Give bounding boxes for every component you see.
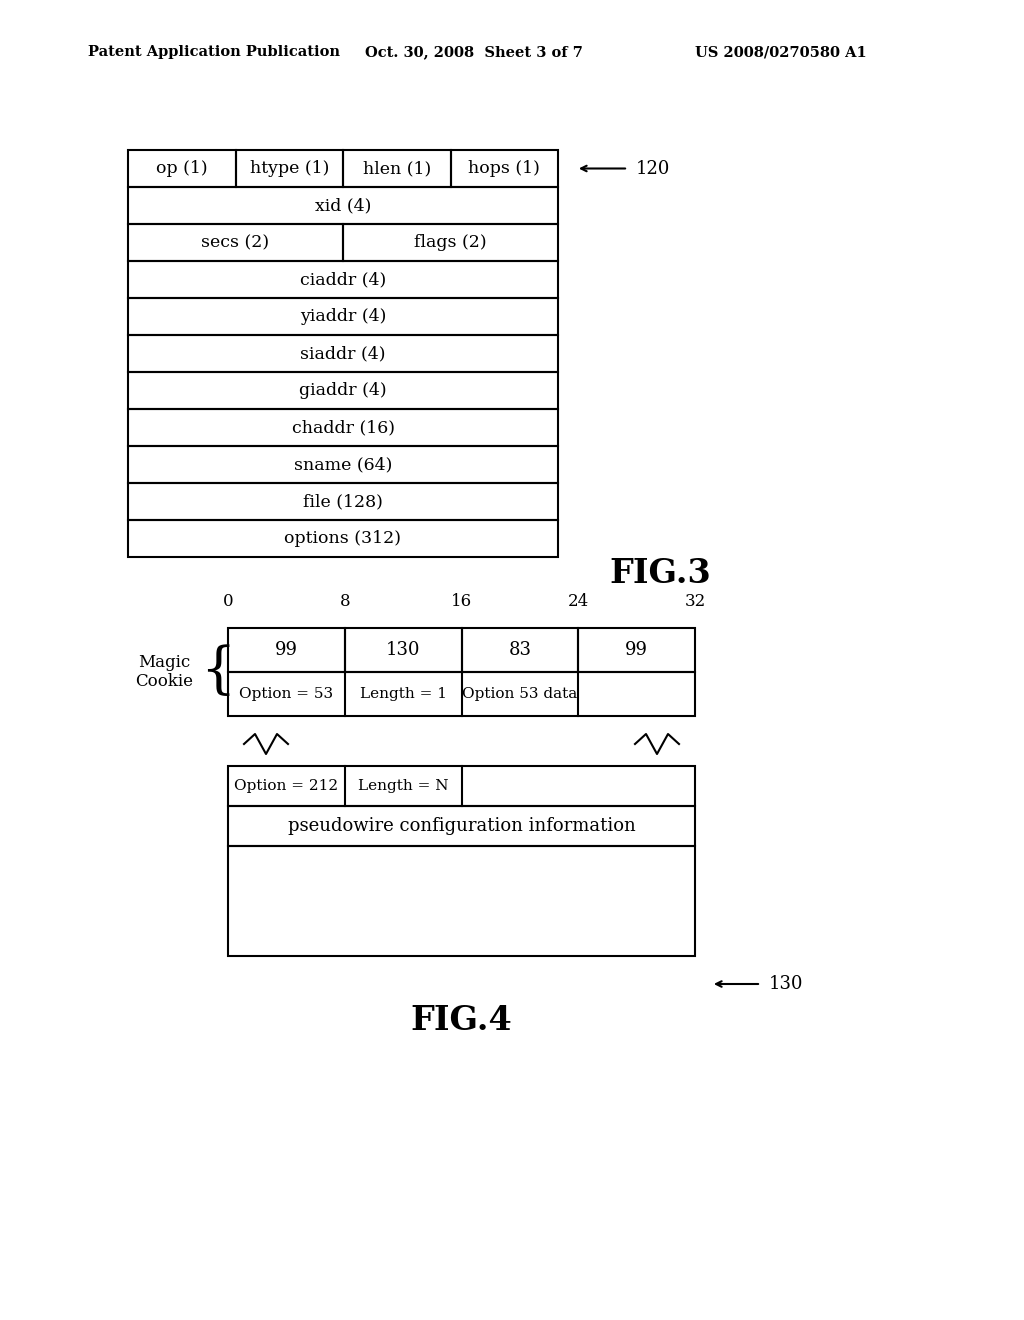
Bar: [228, 807, 695, 846]
Text: Magic
Cookie: Magic Cookie: [135, 653, 193, 690]
Text: yiaddr (4): yiaddr (4): [300, 308, 386, 325]
Bar: [343, 150, 451, 187]
Text: Option = 212: Option = 212: [234, 779, 339, 793]
Bar: [345, 628, 462, 672]
Bar: [462, 628, 579, 672]
Text: htype (1): htype (1): [250, 160, 329, 177]
Text: giaddr (4): giaddr (4): [299, 381, 387, 399]
Bar: [128, 520, 558, 557]
Text: {: {: [201, 644, 236, 700]
Text: Oct. 30, 2008  Sheet 3 of 7: Oct. 30, 2008 Sheet 3 of 7: [365, 45, 583, 59]
Text: FIG.3: FIG.3: [609, 557, 711, 590]
Bar: [128, 187, 558, 224]
Bar: [128, 224, 343, 261]
Text: sname (64): sname (64): [294, 455, 392, 473]
Text: hops (1): hops (1): [468, 160, 541, 177]
Text: 130: 130: [769, 975, 804, 993]
Bar: [128, 150, 236, 187]
Text: ciaddr (4): ciaddr (4): [300, 271, 386, 288]
Bar: [128, 409, 558, 446]
Text: op (1): op (1): [156, 160, 208, 177]
Text: xid (4): xid (4): [314, 197, 371, 214]
Bar: [228, 846, 695, 956]
Text: US 2008/0270580 A1: US 2008/0270580 A1: [695, 45, 866, 59]
Text: Patent Application Publication: Patent Application Publication: [88, 45, 340, 59]
Text: Option 53 data: Option 53 data: [462, 686, 578, 701]
Text: 0: 0: [222, 593, 233, 610]
Text: 32: 32: [684, 593, 706, 610]
Text: 16: 16: [451, 593, 472, 610]
Text: flags (2): flags (2): [414, 234, 486, 251]
Text: file (128): file (128): [303, 492, 383, 510]
Text: FIG.4: FIG.4: [411, 1005, 512, 1038]
Text: chaddr (16): chaddr (16): [292, 418, 394, 436]
Text: 83: 83: [508, 642, 531, 659]
Text: 24: 24: [567, 593, 589, 610]
Bar: [128, 298, 558, 335]
Text: 8: 8: [339, 593, 350, 610]
Text: 130: 130: [386, 642, 421, 659]
Bar: [128, 372, 558, 409]
Bar: [228, 628, 345, 672]
Text: options (312): options (312): [285, 531, 401, 546]
Text: hlen (1): hlen (1): [362, 160, 431, 177]
Text: pseudowire configuration information: pseudowire configuration information: [288, 817, 635, 836]
Bar: [128, 335, 558, 372]
Bar: [343, 224, 558, 261]
Text: secs (2): secs (2): [202, 234, 269, 251]
Bar: [228, 672, 695, 715]
Bar: [579, 628, 695, 672]
Bar: [128, 446, 558, 483]
Bar: [228, 766, 695, 807]
Bar: [128, 261, 558, 298]
Bar: [128, 483, 558, 520]
Text: Length = N: Length = N: [357, 779, 449, 793]
Text: siaddr (4): siaddr (4): [300, 345, 386, 362]
Text: Option = 53: Option = 53: [240, 686, 334, 701]
Bar: [451, 150, 558, 187]
Bar: [236, 150, 343, 187]
Text: 120: 120: [636, 160, 671, 177]
Text: 99: 99: [274, 642, 298, 659]
Text: 99: 99: [625, 642, 648, 659]
Text: Length = 1: Length = 1: [359, 686, 446, 701]
